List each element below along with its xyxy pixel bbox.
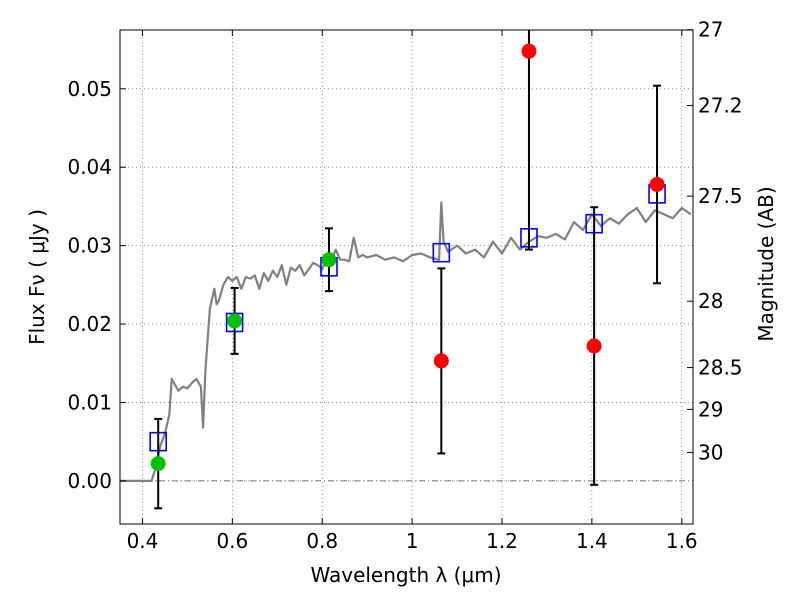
detection-point — [227, 313, 243, 329]
plot-frame — [119, 29, 694, 525]
y-tick-label: 0.02 — [67, 312, 112, 336]
low-snr-point — [521, 43, 537, 59]
y2-tick-label: 27.2 — [698, 94, 743, 118]
x-tick-label: 0.8 — [306, 529, 338, 553]
y-axis-title: Flux Fν ( μJy ) — [25, 209, 49, 345]
y-tick-label: 0.04 — [67, 155, 112, 179]
y2-tick-label: 28.5 — [698, 356, 743, 380]
data-layer — [120, 30, 692, 510]
model-flux-square — [432, 242, 451, 263]
y-tick-label: 0.05 — [67, 77, 112, 101]
x-tick-label: 0.4 — [127, 529, 159, 553]
low-snr-point — [586, 338, 602, 354]
y2-tick-label: 30 — [698, 440, 723, 464]
x-tick-label: 1 — [406, 529, 419, 553]
y2-axis-title: Magnitude (AB) — [754, 186, 778, 341]
detection-point — [150, 456, 166, 472]
low-snr-point — [433, 353, 449, 369]
label-layer: 0.4 0.6 0.8 1 1.2 1.4 1.6 0.00 0.01 0.02 0.03 0.04 0… — [67, 18, 742, 553]
y-tick-label: 0.03 — [67, 234, 112, 258]
x-axis-title: Wavelength λ (μm) — [310, 563, 501, 587]
x-tick-label: 1.2 — [486, 529, 518, 553]
model-spectrum-line — [120, 201, 692, 482]
grid-layer — [120, 30, 693, 524]
y-tick-label: 0.00 — [67, 469, 112, 493]
x-tick-label: 1.6 — [666, 529, 698, 553]
y2-tick-label: 29 — [698, 397, 723, 421]
y-tick-label: 0.01 — [67, 390, 112, 414]
detection-point — [321, 252, 337, 268]
y2-tick-label: 28 — [698, 289, 723, 313]
y2-tick-label: 27 — [698, 18, 723, 42]
x-tick-label: 1.4 — [576, 529, 608, 553]
x-tick-label: 0.6 — [216, 529, 248, 553]
low-snr-point — [649, 176, 665, 192]
y2-tick-label: 27.5 — [698, 184, 743, 208]
tick-layer — [120, 29, 693, 524]
